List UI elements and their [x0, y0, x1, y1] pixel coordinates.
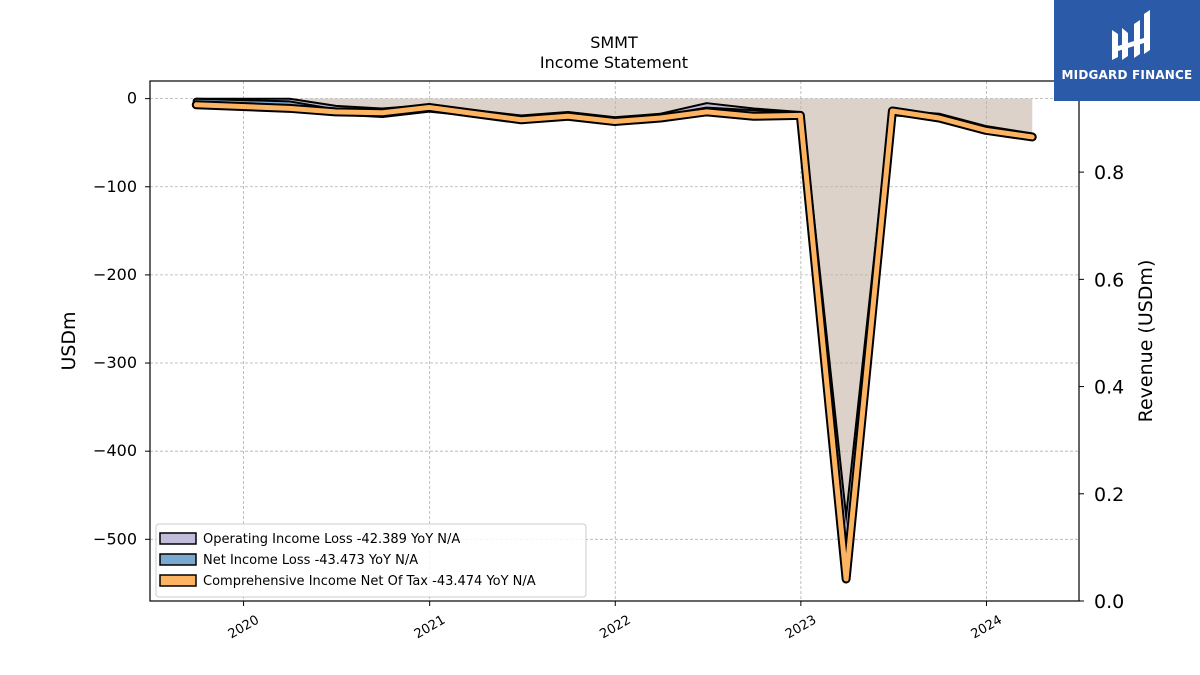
brand-logo: MIDGARD FINANCE: [1054, 0, 1200, 101]
y-tick-label: 0: [127, 89, 137, 108]
x-tick-label: 2024: [969, 613, 1005, 643]
y-right-tick-label: 0.2: [1094, 484, 1124, 506]
x-tick-label: 2020: [226, 613, 262, 643]
series-line-2: [193, 102, 1035, 582]
y-tick-label: −500: [93, 529, 137, 548]
legend-label-1: Net Income Loss -43.473 YoY N/A: [203, 553, 418, 568]
grid: [150, 81, 1079, 601]
legend-swatch-2: [159, 574, 197, 587]
series-line-outline-0: [192, 97, 1036, 543]
y-right-tick-label: 0.8: [1094, 162, 1124, 184]
legend: Operating Income Loss -42.389 YoY N/A Net…: [155, 523, 587, 598]
legend-label-0: Operating Income Loss -42.389 YoY N/A: [203, 532, 460, 547]
y-axis-right: 0.0 0.2 0.4 0.6 0.8: [1079, 162, 1124, 613]
x-tick-label: 2021: [412, 613, 448, 643]
series-lines: [191, 97, 1037, 584]
x-axis: 2020 2021 2022 2023 2024: [226, 601, 1005, 642]
series-area-0: [196, 98, 1033, 540]
plot-frame: [149, 80, 1080, 602]
y-axis-label: USDm: [58, 311, 80, 370]
y-right-tick-label: 0.4: [1094, 377, 1124, 399]
legend-box: [155, 523, 587, 598]
legend-swatch-0: [159, 532, 197, 545]
series-areas: [196, 98, 1033, 579]
series-area-1: [196, 98, 1033, 579]
series-line-outline-1: [192, 97, 1036, 583]
y-right-tick-label: 0.6: [1094, 269, 1124, 291]
x-tick-label: 2022: [597, 613, 633, 643]
series-line-outline-2: [191, 100, 1037, 584]
x-tick-label: 2023: [783, 613, 819, 643]
series-area-2: [196, 98, 1033, 579]
y-axis-label-right: Revenue (USDm): [1135, 260, 1157, 423]
y-right-tick-label: 0.0: [1094, 591, 1124, 613]
logo-mark-icon: [1112, 10, 1150, 60]
y-tick-label: −300: [93, 353, 137, 372]
y-tick-label: −100: [93, 177, 137, 196]
logo-text: MIDGARD FINANCE: [1061, 68, 1193, 82]
series-line-0: [194, 99, 1034, 541]
y-axis-left: 0 −100 −200 −300 −400 −500: [93, 89, 150, 548]
legend-swatch-1: [159, 553, 197, 566]
chart-subtitle: Income Statement: [540, 53, 688, 72]
series-line-1: [194, 99, 1034, 581]
chart-title: SMMT: [590, 33, 638, 52]
y-tick-label: −200: [93, 265, 137, 284]
legend-label-2: Comprehensive Income Net Of Tax -43.474 …: [203, 574, 536, 589]
y-tick-label: −400: [93, 441, 137, 460]
